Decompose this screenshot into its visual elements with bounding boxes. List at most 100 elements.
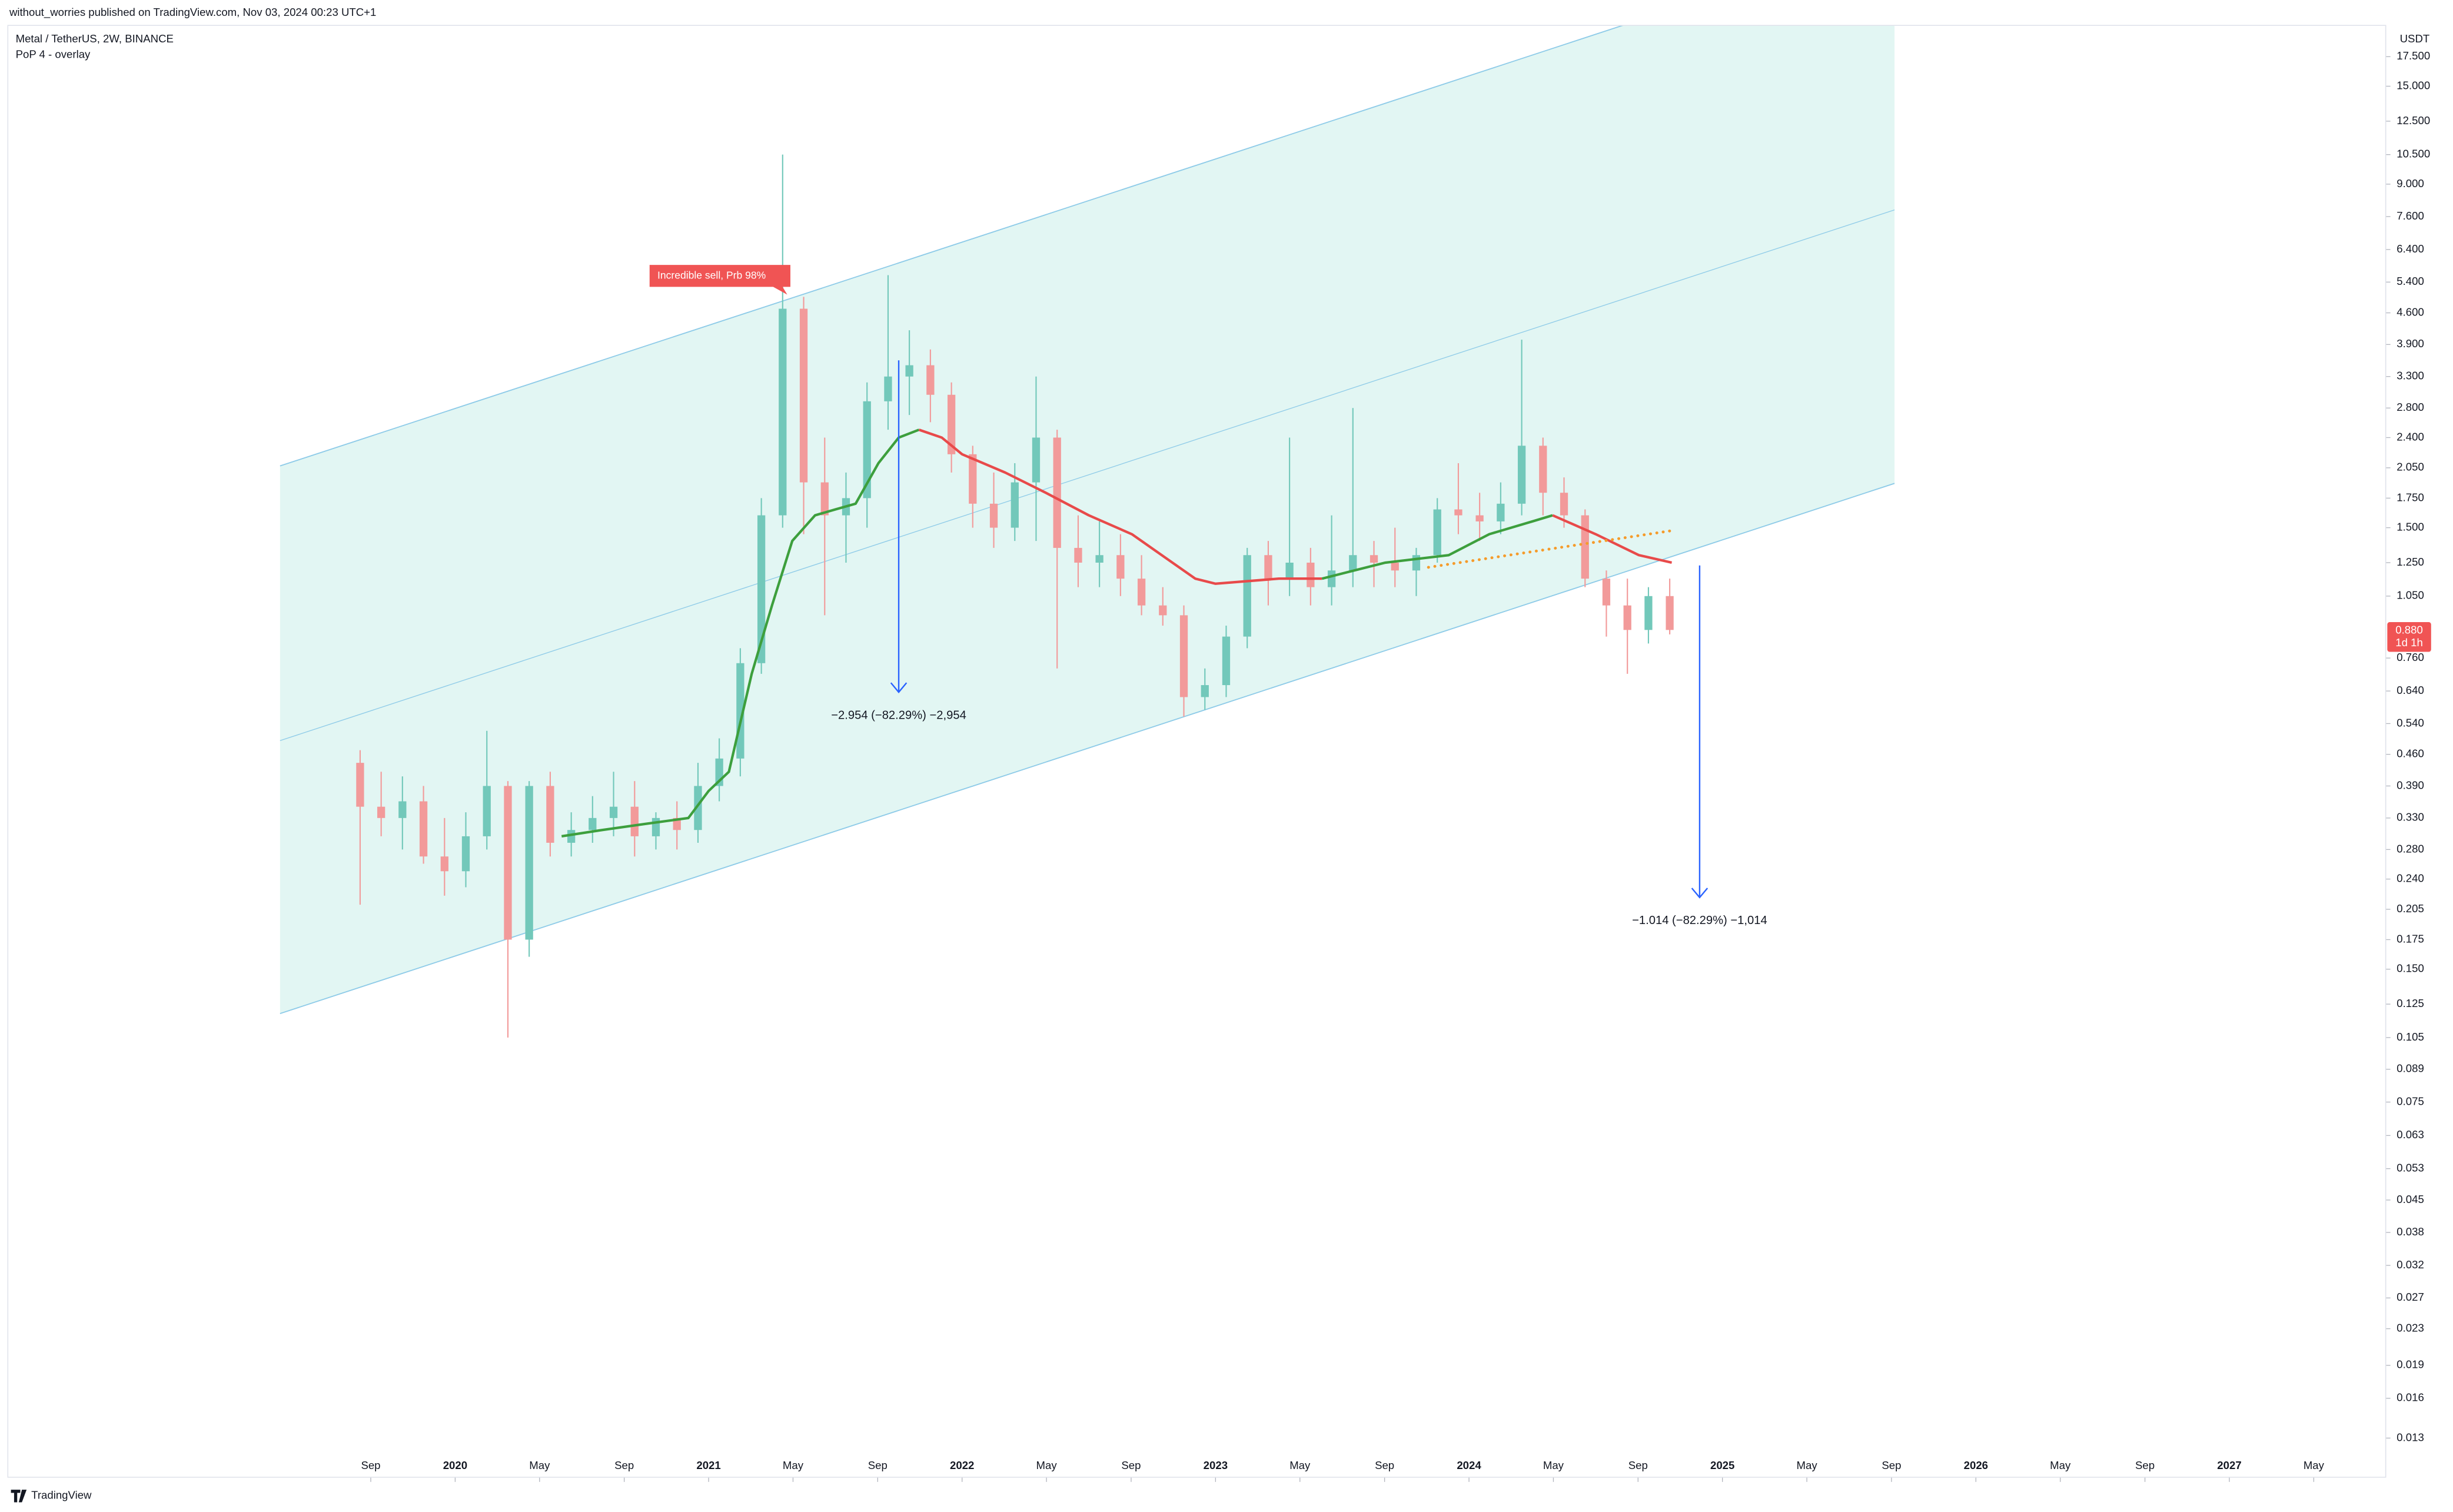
candle-body [1095,555,1103,563]
candle-body [1454,509,1463,516]
y-tick-label: 3.300 [2397,370,2424,382]
candle-body [440,856,448,872]
candle-body [419,801,428,857]
x-tick-label: 2020 [443,1459,467,1471]
x-tick-label: 2023 [1204,1459,1228,1471]
candle-body [905,365,913,377]
candle-body [1159,605,1167,616]
last-price-label: 0.880 [2395,624,2423,636]
y-tick-label: 0.105 [2397,1031,2424,1043]
candle-body [757,515,766,663]
y-tick-label: 2.050 [2397,461,2424,473]
y-tick-label: 1.500 [2397,520,2424,533]
candle-body [1391,562,1399,571]
candle-body [1264,555,1272,579]
y-tick-label: 0.205 [2397,902,2424,915]
candle-body [779,308,787,516]
x-tick-label: May [1543,1459,1564,1471]
footer-brand: TradingView [31,1489,92,1501]
candle-body [1497,503,1505,521]
candle-body [461,836,470,872]
y-tick-label: 0.089 [2397,1062,2424,1075]
x-tick-label: 2021 [696,1459,720,1471]
candle-body [1074,547,1082,563]
candle-body [694,786,702,830]
y-tick-label: 0.640 [2397,684,2424,696]
y-tick-label: 0.075 [2397,1095,2424,1107]
publisher-header: without_worries published on TradingView… [9,6,376,19]
x-tick-label: Sep [1121,1459,1141,1471]
y-tick-label: 0.063 [2397,1128,2424,1141]
x-tick-label: 2025 [1710,1459,1734,1471]
y-tick-label: 0.150 [2397,962,2424,975]
y-tick-label: 10.500 [2397,148,2430,160]
candle-body [1032,437,1041,483]
y-tick-label: 0.027 [2397,1291,2424,1303]
footer-logo: TradingView [11,1489,92,1503]
channel-middle-line [280,209,1895,742]
currency-label: USDT [2400,32,2430,45]
candle-body [1011,482,1019,528]
y-tick-label: 0.540 [2397,716,2424,729]
x-tick-label: Sep [2135,1459,2155,1471]
candle-body [652,818,660,836]
candle-body [1349,555,1357,571]
y-tick-label: 0.760 [2397,651,2424,663]
y-tick-label: 0.125 [2397,997,2424,1009]
y-tick-label: 1.250 [2397,556,2424,568]
y-tick-label: 1.750 [2397,491,2424,503]
candle-body [969,454,977,504]
y-tick-label: 0.175 [2397,932,2424,945]
x-tick-label: 2027 [2217,1459,2241,1471]
candle-body [567,830,576,843]
y-tick-label: 7.600 [2397,210,2424,222]
y-tick-label: 0.045 [2397,1193,2424,1205]
candle-body [947,394,956,454]
y-tick-label: 5.400 [2397,275,2424,287]
indicator-name: PoP 4 - overlay [16,48,91,61]
x-tick-label: May [2304,1459,2325,1471]
measure-arrowhead [890,682,908,693]
x-tick-label: May [529,1459,550,1471]
moving-average [1552,514,1673,564]
candle-body [1644,596,1653,630]
y-tick-label: 0.460 [2397,747,2424,760]
candle-body [1179,615,1188,697]
candle-body [926,365,935,395]
candle-body [1623,605,1631,630]
candle-body [989,503,998,528]
measure-label: −2.954 (−82.29%) −2,954 [831,709,966,722]
y-tick-label: 9.000 [2397,177,2424,190]
y-tick-label: 0.390 [2397,779,2424,791]
candle-body [546,786,554,843]
y-tick-label: 3.900 [2397,337,2424,350]
candle-body [1581,515,1589,579]
y-tick-label: 15.000 [2397,79,2430,91]
candle-body [1137,579,1146,606]
y-tick-label: 2.800 [2397,401,2424,413]
x-tick-label: May [1289,1459,1311,1471]
candle-body [1433,509,1441,556]
moving-average [918,428,1322,585]
logo-mark [11,1490,27,1503]
channel-lower-line [280,483,1895,1015]
measure-arrowhead [1691,888,1709,899]
y-tick-label: 0.023 [2397,1321,2424,1334]
y-tick-label: 2.400 [2397,430,2424,443]
candle-body [1116,555,1125,579]
y-tick-label: 0.032 [2397,1258,2424,1271]
candle-body [1222,636,1231,686]
moving-average [1321,514,1553,580]
x-tick-label: Sep [614,1459,634,1471]
y-tick-label: 4.600 [2397,305,2424,318]
x-tick-label: Sep [868,1459,888,1471]
y-tick-label: 1.050 [2397,589,2424,602]
candle-body [820,482,829,516]
candle-body [884,376,892,401]
y-tick-label: 0.019 [2397,1358,2424,1371]
candle-body [1307,562,1315,587]
channel-upper-line [280,25,1625,467]
candle-body [1560,493,1568,516]
